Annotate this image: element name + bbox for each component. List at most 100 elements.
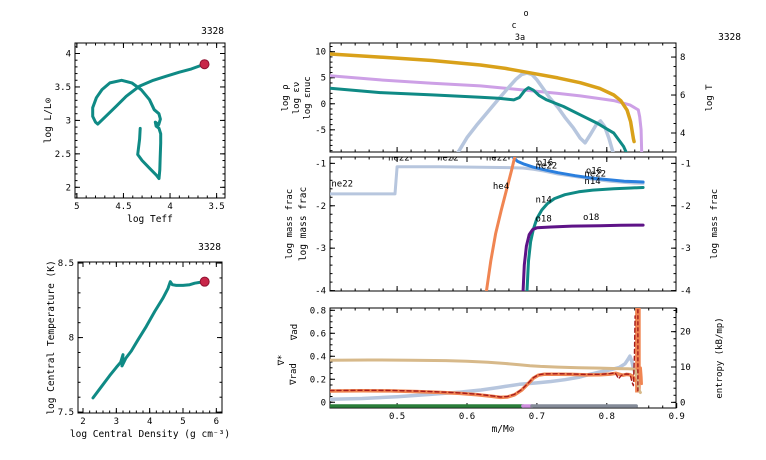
- burn-label-o: o: [523, 9, 528, 19]
- panel-profile-grad: 0.5 0.6 0.7 0.8 0.9 0 0.2 0.4 0.6 0.8 0 10 20 m/M⊙ ∇ad…: [277, 306, 725, 435]
- iso-label: he4: [493, 182, 509, 192]
- plot-frame: [329, 42, 677, 153]
- tick-label: -1: [680, 159, 691, 169]
- tick-label: 3: [114, 417, 119, 427]
- tick-label: 20: [680, 328, 691, 338]
- series-tc-rhoc-track: [91, 280, 207, 400]
- tick-label: 0.6: [310, 329, 326, 339]
- panel-trho: 2 3 4 5 6 7.5 8 8.5 log Central Density (g cm⁻³)…: [46, 242, 230, 440]
- series-evolution-track: [91, 62, 206, 181]
- axis-label-log-eps-nu: log εν: [292, 82, 302, 115]
- iso-label: ne22: [584, 170, 606, 180]
- tick-label: -3: [680, 244, 691, 254]
- axis-label-grad-star: ∇*: [277, 355, 287, 367]
- iso-label: o18: [536, 214, 552, 224]
- tick-label: 5: [321, 74, 326, 84]
- series-log-eps-nu: [330, 86, 628, 152]
- tick-label: 7.5: [58, 408, 74, 418]
- tick-label: 0: [680, 398, 685, 408]
- axis-label-grad-ad: ∇ad: [290, 324, 300, 341]
- x-axis-title: log Central Density (g cm⁻³): [70, 429, 230, 440]
- axis-label-mass-frac-left: log mass frac: [285, 189, 295, 259]
- tick-label: 0: [321, 398, 326, 408]
- tick-label: 0.4: [310, 352, 326, 362]
- grad-rad-spike-band: [635, 308, 641, 393]
- current-model-marker: [199, 59, 210, 70]
- series-log-rho: [330, 74, 644, 152]
- iso-label: o16: [586, 167, 602, 177]
- plot-frame: [74, 42, 226, 199]
- panel-profile-top: -5 0 5 10 4 6 8 oc 3a 3328 log ρ log εν log εnuc log …: [281, 9, 741, 153]
- tick-label: 0: [321, 100, 326, 110]
- tick-label: -1: [315, 159, 326, 169]
- series-o18: [521, 223, 645, 291]
- tick-label: 4: [147, 417, 152, 427]
- tick-label: -4: [680, 287, 691, 297]
- series-o16: [510, 157, 645, 184]
- tick-label: 2.5: [55, 150, 71, 160]
- tick-label: 2: [66, 183, 71, 193]
- tick-label: 4: [66, 50, 71, 60]
- tick-label: 0.7: [529, 412, 545, 422]
- tick-label: 0.8: [310, 306, 326, 316]
- tick-label: 2: [80, 417, 85, 427]
- y-axis-title: log mass frac: [298, 187, 309, 261]
- tick-label: 5: [180, 417, 185, 427]
- tick-label: 8: [69, 334, 74, 344]
- tick-label: 3.5: [208, 202, 224, 212]
- y-axis-title: log L/L⊙: [43, 97, 54, 143]
- series-he4: [484, 157, 517, 291]
- tick-label: 6: [680, 91, 685, 101]
- tick-label: 5: [74, 202, 79, 212]
- iso-label: o16: [537, 158, 553, 168]
- axis-label-mass-frac-right: log mass frac: [710, 189, 720, 259]
- current-model-marker: [199, 276, 210, 287]
- tick-label: 0.8: [599, 412, 615, 422]
- tick-label: -2: [315, 202, 326, 212]
- tick-label: 8: [680, 53, 685, 63]
- tick-label: 0.6: [459, 412, 475, 422]
- iso-label: o18: [583, 213, 599, 223]
- tick-label: 10: [680, 363, 691, 373]
- tick-label: 4: [680, 129, 685, 139]
- tick-label: -4: [315, 287, 326, 297]
- model-number: 3328: [718, 32, 741, 43]
- iso-label: ne22: [388, 153, 410, 163]
- series-n14: [525, 186, 645, 291]
- iso-label: n14: [584, 177, 600, 187]
- tick-label: 0.2: [310, 375, 326, 385]
- series-grad-rad: [330, 371, 637, 400]
- series-grad-rad-tail: [639, 366, 643, 386]
- series-grad-ad: [330, 358, 642, 394]
- axis-label-log-rho: log ρ: [281, 84, 291, 111]
- tick-label: 4: [167, 202, 172, 212]
- burn-label-c: c: [511, 21, 516, 31]
- axis-ticks: [330, 308, 678, 409]
- iso-label: ne22: [536, 161, 558, 171]
- panel-hr: 5 4.5 4 3.5 2 2.5 3 3.5 4 log Teff log L/L⊙ 3328: [43, 26, 226, 225]
- axis-label-entropy: entropy (kB/mp): [715, 317, 725, 398]
- tick-label: 3: [66, 116, 71, 126]
- iso-label: ne22: [437, 153, 459, 163]
- tick-label: 8.5: [58, 259, 74, 269]
- tick-label: -2: [680, 202, 691, 212]
- x-axis-title: log Teff: [127, 214, 173, 225]
- axis-label-log-eps-nuc: log εnuc: [303, 76, 313, 119]
- x-axis-title: m/M⊙: [492, 424, 515, 435]
- plot-frame: [329, 156, 677, 292]
- tick-label: -3: [315, 244, 326, 254]
- tick-label: 0.9: [669, 412, 685, 422]
- iso-label: ne22: [331, 180, 353, 190]
- tick-label: 0.5: [389, 412, 405, 422]
- axis-label-log-T: log T: [705, 84, 715, 112]
- tick-label: -5: [315, 126, 326, 136]
- plot-frame: [77, 261, 223, 414]
- series-grad-star: [330, 315, 636, 398]
- tick-label: 4.5: [115, 202, 131, 212]
- axis-label-grad-rad: ∇rad: [289, 363, 299, 386]
- tick-label: 3.5: [55, 83, 71, 93]
- model-number: 3328: [198, 242, 221, 253]
